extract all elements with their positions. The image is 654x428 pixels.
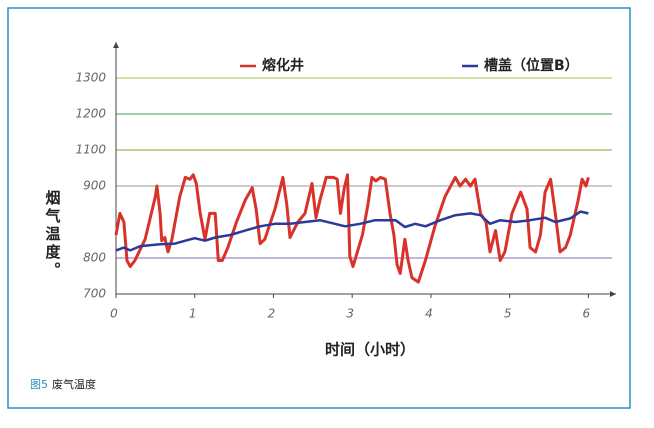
- y-tick-label: 900: [83, 179, 106, 193]
- y-axis-label: 烟气温度。: [44, 190, 62, 280]
- figure-caption: 废气温度: [52, 377, 96, 391]
- y-tick-label: 1100: [75, 143, 106, 157]
- y-axis-arrow: [113, 42, 119, 48]
- legend-label: 槽盖（位置B）: [484, 57, 579, 74]
- series-line: [115, 210, 589, 252]
- y-tick-label: 1200: [75, 107, 106, 121]
- x-axis-arrow: [610, 291, 616, 297]
- x-tick-label: 1: [189, 307, 197, 321]
- x-axis-label: 时间（小时）: [325, 341, 415, 359]
- x-tick-label: 5: [504, 307, 512, 321]
- y-tick-label: 1300: [75, 71, 106, 85]
- figure-number: 图5: [30, 378, 48, 391]
- y-tick-label: 700: [83, 287, 106, 301]
- y-tick-label: 800: [83, 251, 106, 265]
- x-tick-label: 6: [583, 307, 591, 321]
- x-tick-label: 4: [425, 307, 433, 321]
- series-line: [114, 173, 590, 284]
- legend-label: 熔化井: [262, 57, 304, 74]
- x-tick-label: 2: [268, 307, 276, 321]
- x-tick-label: 0: [110, 307, 118, 321]
- x-tick-label: 3: [346, 307, 354, 321]
